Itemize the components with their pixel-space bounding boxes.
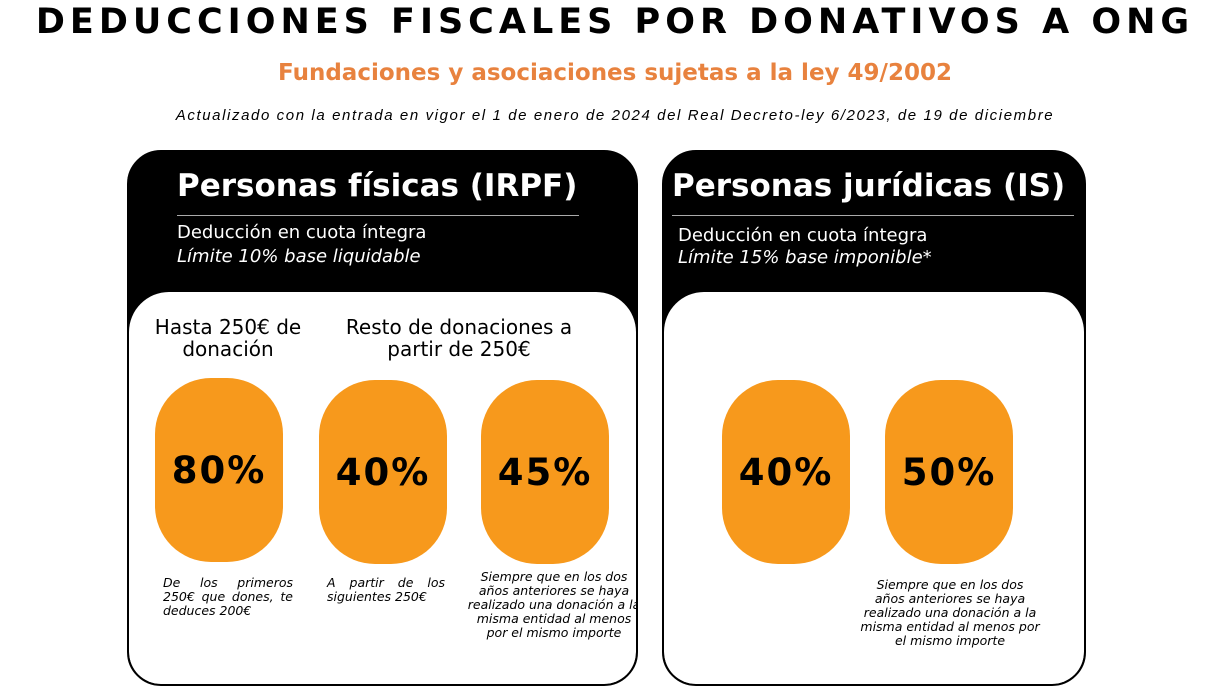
rate-80: 80% bbox=[155, 378, 283, 562]
divider bbox=[177, 215, 579, 216]
is-deduction-type: Deducción en cuota íntegra bbox=[678, 225, 928, 246]
caption-rest: Resto de donaciones a partir de 250€ bbox=[345, 315, 573, 361]
desc-45: Siempre que en los dos años anteriores s… bbox=[467, 569, 638, 640]
page-subtitle: Fundaciones y asociaciones sujetas a la … bbox=[278, 60, 952, 86]
irpf-limit: Límite 10% base liquidable bbox=[177, 246, 421, 267]
desc-50: Siempre que en los dos años anteriores s… bbox=[860, 577, 1040, 648]
page-title: DEDUCCIONES FISCALES POR DONATIVOS A ONG bbox=[35, 2, 1195, 42]
rate-40: 40% bbox=[319, 380, 447, 564]
desc-40: A partir de los siguientes 250€ bbox=[327, 575, 445, 604]
update-note: Actualizado con la entrada en vigor el 1… bbox=[175, 107, 1055, 124]
irpf-panel: Hasta 250€ de donación Resto de donacion… bbox=[129, 292, 636, 684]
irpf-title: Personas físicas (IRPF) bbox=[177, 168, 578, 204]
rate-50: 50% bbox=[885, 380, 1013, 564]
desc-80: De los primeros 250€ que dones, te deduc… bbox=[163, 575, 293, 618]
rate-45: 45% bbox=[481, 380, 609, 564]
is-title: Personas jurídicas (IS) bbox=[672, 168, 1066, 204]
irpf-deduction-type: Deducción en cuota íntegra bbox=[177, 222, 427, 243]
rate-40: 40% bbox=[722, 380, 850, 564]
is-limit: Límite 15% base imponible* bbox=[678, 247, 932, 268]
is-card: Personas jurídicas (IS) Deducción en cuo… bbox=[662, 150, 1086, 686]
divider bbox=[672, 215, 1074, 216]
caption-first-250: Hasta 250€ de donación bbox=[154, 315, 302, 361]
irpf-card: Personas físicas (IRPF) Deducción en cuo… bbox=[127, 150, 638, 686]
is-panel: 40% 50% Siempre que en los dos años ante… bbox=[664, 292, 1084, 684]
